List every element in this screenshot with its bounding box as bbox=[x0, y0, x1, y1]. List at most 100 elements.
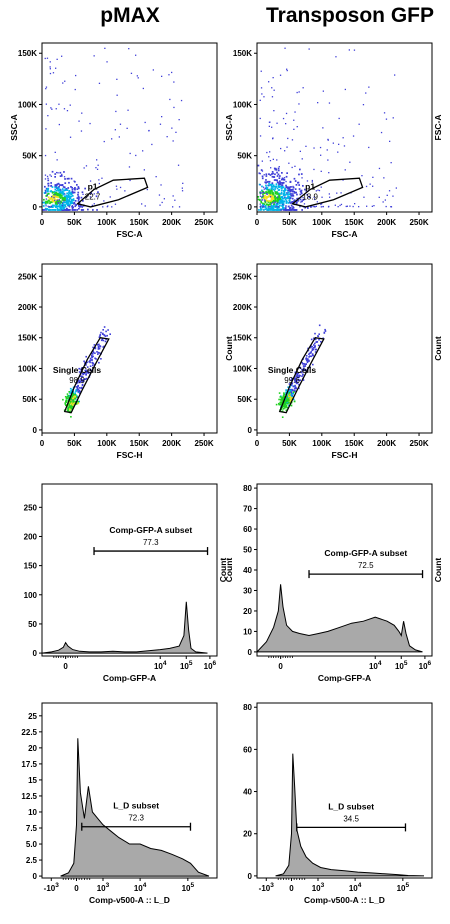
event-dot bbox=[302, 196, 304, 199]
event-dot bbox=[276, 159, 278, 161]
event-dot bbox=[77, 400, 79, 403]
event-dot bbox=[64, 80, 66, 82]
y-tick-label: 0 bbox=[248, 426, 253, 435]
event-dot bbox=[286, 402, 289, 405]
event-dot bbox=[260, 208, 263, 211]
event-dot bbox=[273, 89, 275, 91]
event-dot bbox=[72, 206, 74, 209]
event-dot bbox=[173, 106, 175, 109]
event-dot bbox=[280, 209, 283, 211]
gate-outline[interactable] bbox=[278, 336, 325, 414]
event-dot bbox=[80, 196, 83, 199]
event-dot bbox=[65, 397, 68, 399]
event-dot bbox=[288, 162, 290, 164]
event-dot bbox=[50, 107, 52, 109]
event-dot bbox=[295, 387, 297, 390]
event-dot bbox=[311, 353, 314, 355]
event-dot bbox=[62, 82, 64, 84]
event-dot bbox=[281, 406, 284, 408]
event-dot bbox=[390, 162, 392, 164]
event-dot bbox=[286, 172, 288, 174]
event-dot bbox=[385, 118, 388, 120]
event-dot bbox=[89, 359, 91, 362]
event-dot bbox=[54, 195, 57, 197]
event-dot bbox=[293, 400, 296, 403]
event-dot bbox=[78, 120, 80, 122]
event-dot bbox=[292, 188, 294, 191]
event-dot bbox=[259, 193, 261, 195]
event-dot bbox=[265, 181, 268, 183]
x-tick-label: 100K bbox=[97, 218, 116, 227]
event-dot bbox=[70, 416, 72, 418]
event-dot bbox=[292, 193, 294, 195]
event-dot bbox=[89, 180, 92, 182]
event-dot bbox=[172, 206, 174, 208]
event-dot bbox=[66, 192, 68, 195]
event-dot bbox=[307, 207, 309, 209]
event-dot bbox=[44, 189, 46, 191]
x-tick-label: 100K bbox=[312, 218, 331, 227]
event-dot bbox=[298, 383, 300, 386]
event-dot bbox=[392, 195, 394, 197]
event-dot bbox=[74, 209, 77, 211]
event-dot bbox=[292, 393, 294, 395]
event-dot bbox=[178, 206, 181, 208]
event-dot bbox=[82, 379, 85, 381]
event-dot bbox=[285, 123, 287, 125]
event-dot bbox=[97, 348, 100, 350]
gate-outline[interactable] bbox=[63, 336, 110, 414]
event-dot bbox=[286, 398, 289, 401]
event-dot bbox=[81, 191, 84, 194]
event-dot bbox=[262, 206, 264, 208]
y-tick-label: 10 bbox=[28, 808, 37, 817]
event-dot bbox=[278, 403, 280, 406]
event-dot bbox=[344, 169, 346, 171]
event-dot bbox=[51, 201, 53, 204]
event-dot bbox=[272, 200, 275, 202]
event-dot bbox=[72, 392, 75, 395]
event-dot bbox=[278, 186, 281, 189]
event-dot bbox=[45, 198, 47, 200]
event-dot bbox=[280, 191, 283, 194]
gate-outline[interactable] bbox=[76, 177, 149, 208]
event-dot bbox=[128, 48, 130, 50]
event-dot bbox=[273, 167, 276, 170]
event-dot bbox=[54, 186, 57, 189]
event-dot bbox=[297, 181, 299, 184]
event-dot bbox=[289, 209, 292, 211]
event-dot bbox=[55, 108, 57, 110]
event-dot bbox=[275, 191, 278, 194]
event-dot bbox=[285, 193, 287, 196]
event-dot bbox=[56, 205, 58, 208]
event-dot bbox=[301, 369, 303, 371]
gate-outline[interactable] bbox=[291, 177, 364, 208]
event-dot bbox=[262, 195, 264, 198]
event-dot bbox=[383, 112, 386, 114]
event-dot bbox=[97, 346, 100, 349]
event-dot bbox=[293, 119, 295, 121]
event-dot bbox=[43, 198, 45, 201]
event-dot bbox=[61, 195, 63, 197]
event-dot bbox=[305, 358, 307, 360]
event-dot bbox=[271, 209, 274, 211]
event-dot bbox=[50, 209, 52, 211]
event-dot bbox=[260, 200, 262, 203]
event-dot bbox=[268, 184, 271, 187]
event-dot bbox=[296, 377, 299, 379]
event-dot bbox=[45, 88, 47, 90]
event-dot bbox=[363, 196, 365, 198]
event-dot bbox=[292, 385, 295, 388]
event-dot bbox=[328, 172, 330, 174]
event-dot bbox=[275, 206, 278, 209]
event-dot bbox=[271, 191, 274, 194]
event-dot bbox=[285, 399, 288, 402]
event-dot bbox=[282, 117, 285, 120]
event-dot bbox=[275, 403, 278, 406]
event-dot bbox=[270, 194, 273, 196]
event-dot bbox=[285, 389, 288, 392]
event-dot bbox=[289, 386, 291, 388]
event-dot bbox=[281, 184, 284, 186]
event-dot bbox=[65, 401, 68, 404]
x-tick-label: 150K bbox=[345, 218, 364, 227]
event-dot bbox=[269, 192, 272, 195]
